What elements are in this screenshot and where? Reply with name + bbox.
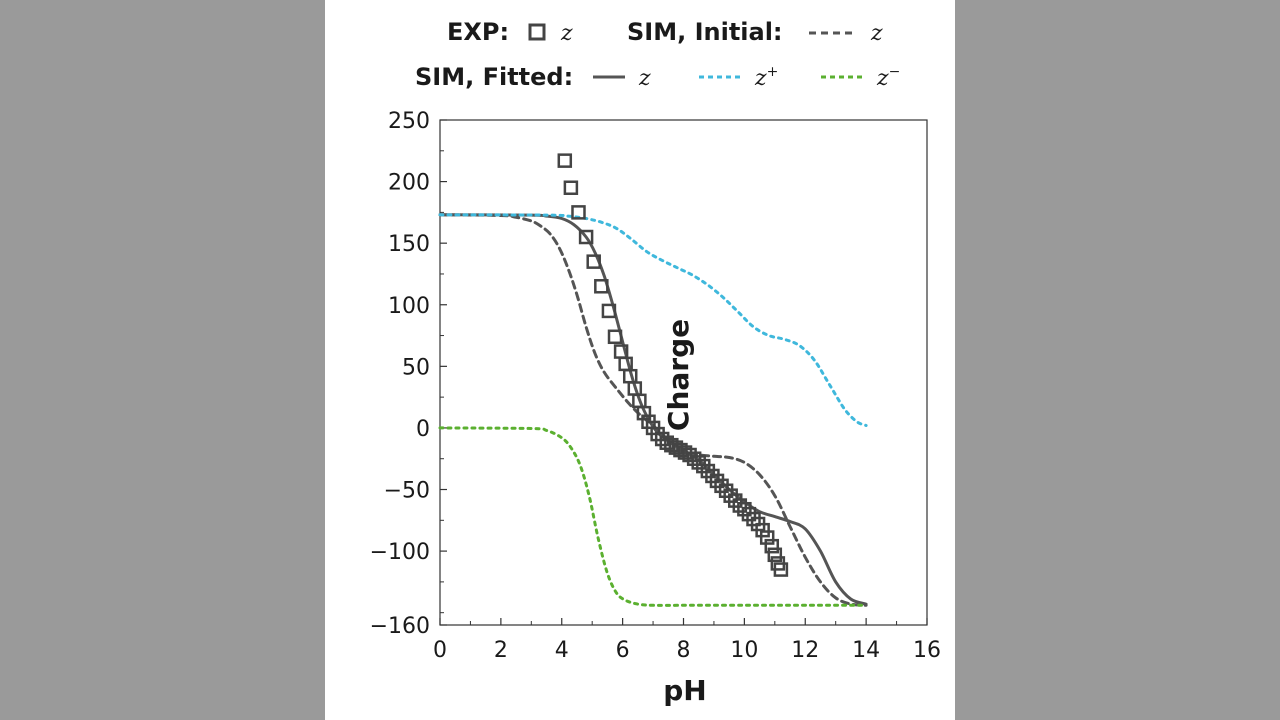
legend-zminus-symbol: z− <box>876 64 900 91</box>
exp-point <box>607 329 623 345</box>
exp-point <box>755 522 770 538</box>
y-tick-label: 200 <box>388 171 430 196</box>
exp-point <box>636 405 652 421</box>
y-tick-label: 0 <box>416 417 430 442</box>
x-tick-label: 16 <box>913 638 941 663</box>
series-sim-fitted-z <box>438 213 868 606</box>
exp-points-layer <box>557 153 789 577</box>
exp-point <box>773 562 789 577</box>
series-z-plus <box>438 213 868 427</box>
x-tick-label: 10 <box>730 638 758 663</box>
x-tick-label: 2 <box>494 638 508 663</box>
exp-point <box>759 530 775 545</box>
x-tick-label: 14 <box>852 638 880 663</box>
exp-point <box>594 279 609 294</box>
x-axis: 0 2 4 6 8 10 12 14 16 <box>433 618 941 663</box>
series-layer <box>438 213 868 607</box>
figure-panel: EXP: z SIM, Initial: z SIM, Fitted: z z+… <box>325 0 955 720</box>
y-tick-label: 50 <box>402 355 430 380</box>
legend-exp-label: EXP: <box>447 18 509 46</box>
y-tick-label: −50 <box>384 479 430 504</box>
series-sim-initial-z <box>438 213 868 607</box>
exp-point <box>682 447 697 463</box>
legend-exp-symbol: z <box>560 21 573 46</box>
legend-sim-initial-symbol: z <box>870 21 883 46</box>
exp-point <box>691 455 706 470</box>
legend-zplus-symbol: z+ <box>754 64 778 91</box>
y-tick-label: −100 <box>370 540 430 565</box>
series-z-minus <box>438 426 868 607</box>
y-tick-label: 100 <box>388 294 430 319</box>
exp-point <box>764 538 780 554</box>
exp-point <box>601 303 617 319</box>
x-tick-label: 12 <box>791 638 819 663</box>
legend-exp-square-marker <box>528 23 546 41</box>
y-tick-label: −160 <box>370 614 430 639</box>
y-tick-label: 150 <box>388 232 430 257</box>
x-tick-label: 6 <box>616 638 630 663</box>
exp-point <box>571 205 586 220</box>
x-tick-label: 0 <box>433 638 447 663</box>
y-axis: 250 200 150 100 50 0 −50 −100 −160 <box>370 109 447 639</box>
y-tick-label: 250 <box>388 109 430 134</box>
x-tick-label: 8 <box>677 638 691 663</box>
x-axis-title: pH <box>663 674 706 707</box>
y-axis-title: Charge <box>662 319 695 431</box>
exp-point <box>686 451 702 466</box>
legend-sim-fitted-symbol: z <box>638 66 651 91</box>
exp-point <box>578 229 594 245</box>
charge-vs-ph-chart: EXP: z SIM, Initial: z SIM, Fitted: z z+… <box>370 18 941 707</box>
exp-point <box>732 498 748 513</box>
legend-sim-initial-label: SIM, Initial: <box>627 18 783 46</box>
legend-sim-fitted-label: SIM, Fitted: <box>415 63 573 91</box>
legend: EXP: z SIM, Initial: z SIM, Fitted: z z+… <box>415 18 900 91</box>
exp-point <box>767 547 783 563</box>
exp-point <box>563 180 579 195</box>
x-tick-label: 4 <box>555 638 569 663</box>
exp-point <box>557 153 573 168</box>
exp-point <box>586 254 601 269</box>
